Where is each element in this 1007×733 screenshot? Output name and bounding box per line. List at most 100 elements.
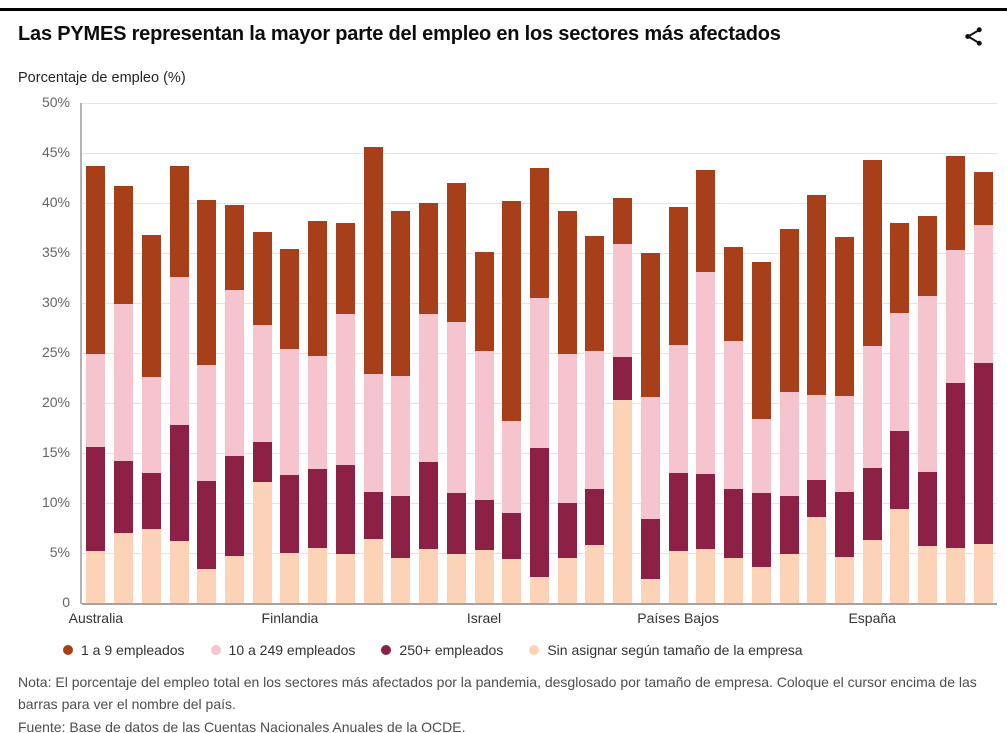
bar[interactable]	[474, 252, 494, 603]
bar-segment-250-mas	[280, 475, 300, 553]
bar-segment-10-249	[862, 346, 882, 468]
bar[interactable]	[252, 232, 272, 603]
bar-segment-1-9	[835, 237, 854, 396]
bar[interactable]	[668, 207, 688, 603]
bar[interactable]	[890, 223, 910, 603]
y-tick-label: 50%	[41, 94, 70, 110]
bar[interactable]	[335, 223, 355, 603]
bar-segment-10-249	[696, 272, 716, 474]
bar-segment-1-9	[419, 203, 439, 314]
bar-segment-250-mas	[141, 473, 161, 529]
bar-segment-250-mas	[169, 425, 189, 541]
bar[interactable]	[807, 195, 827, 603]
bar-segment-sin-asignar	[945, 548, 965, 603]
bar[interactable]	[419, 203, 439, 603]
bar[interactable]	[391, 211, 411, 603]
bar[interactable]	[86, 166, 106, 603]
bar-segment-10-249	[530, 298, 549, 448]
legend-item[interactable]: 10 a 249 empleados	[210, 642, 356, 658]
bar[interactable]	[779, 229, 799, 603]
bar[interactable]	[862, 160, 882, 603]
bar-segment-sin-asignar	[640, 579, 660, 603]
bar-segment-sin-asignar	[280, 553, 300, 603]
share-icon	[962, 27, 985, 51]
bar-segment-10-249	[779, 392, 799, 496]
bar-segment-250-mas	[945, 383, 965, 548]
bar[interactable]	[585, 236, 605, 603]
chart-note: Nota: El porcentaje del empleo total en …	[18, 674, 977, 712]
bar-segment-10-249	[918, 296, 938, 472]
y-tick-label: 40%	[41, 194, 70, 210]
bar-segment-1-9	[557, 211, 577, 354]
legend-item[interactable]: Sin asignar según tamaño de la empresa	[529, 642, 803, 658]
bar[interactable]	[973, 172, 993, 603]
bar-segment-250-mas	[86, 447, 106, 551]
legend-label: 10 a 249 empleados	[228, 642, 356, 658]
bar[interactable]	[724, 247, 744, 603]
bar-segment-10-249	[945, 250, 965, 383]
bar[interactable]	[530, 168, 549, 603]
y-tick-label: 5%	[49, 544, 70, 560]
bar-segment-250-mas	[502, 513, 522, 559]
bar[interactable]	[197, 200, 217, 603]
bar-segment-10-249	[391, 376, 411, 496]
bar[interactable]	[446, 183, 466, 603]
legend-item[interactable]: 1 a 9 empleados	[63, 642, 185, 658]
bar-segment-250-mas	[807, 480, 827, 517]
bar-segment-10-249	[114, 304, 134, 461]
x-axis-label: Australia	[68, 610, 124, 626]
bar[interactable]	[613, 198, 633, 603]
bar[interactable]	[114, 186, 134, 603]
bar-segment-10-249	[419, 314, 439, 462]
bar-segment-10-249	[973, 225, 993, 363]
bar-segment-250-mas	[252, 442, 272, 482]
bar-segment-10-249	[308, 356, 328, 469]
bar-segment-250-mas	[530, 448, 549, 577]
y-tick-label: 0	[62, 594, 70, 610]
y-tick-label: 10%	[41, 494, 70, 510]
bar[interactable]	[169, 166, 189, 603]
bar-segment-250-mas	[585, 489, 605, 545]
bar-segment-250-mas	[419, 462, 439, 549]
legend-item[interactable]: 250+ empleados	[381, 642, 503, 658]
bar-segment-1-9	[252, 232, 272, 325]
bar-segment-1-9	[945, 156, 965, 250]
bar[interactable]	[945, 156, 965, 603]
bar-segment-sin-asignar	[890, 509, 910, 603]
bar-segment-1-9	[114, 186, 134, 304]
bar[interactable]	[640, 253, 660, 603]
bar-segment-250-mas	[225, 456, 244, 556]
bar-segment-250-mas	[751, 493, 771, 567]
bar[interactable]	[141, 235, 161, 603]
y-tick-label: 30%	[41, 294, 70, 310]
bar-segment-10-249	[751, 419, 771, 493]
bar-segment-sin-asignar	[141, 529, 161, 603]
bar-segment-10-249	[613, 244, 633, 357]
bar-segment-sin-asignar	[862, 540, 882, 603]
bar[interactable]	[363, 147, 383, 603]
bar-segment-1-9	[225, 205, 244, 290]
bar-segment-1-9	[918, 216, 938, 296]
bar[interactable]	[696, 170, 716, 603]
bar-segment-250-mas	[973, 363, 993, 544]
bar-segment-1-9	[696, 170, 716, 272]
bar[interactable]	[918, 216, 938, 603]
bar-segment-250-mas	[197, 481, 217, 569]
bar[interactable]	[308, 221, 328, 603]
bar[interactable]	[502, 201, 522, 603]
bar[interactable]	[835, 237, 854, 603]
bar[interactable]	[751, 262, 771, 603]
bar-segment-1-9	[308, 221, 328, 356]
bar-segment-1-9	[169, 166, 189, 277]
bar[interactable]	[280, 249, 300, 603]
legend-label: 250+ empleados	[399, 642, 504, 658]
bar-segment-1-9	[668, 207, 688, 345]
bar[interactable]	[557, 211, 577, 603]
bar-segment-sin-asignar	[668, 551, 688, 603]
share-button[interactable]	[960, 23, 987, 53]
bar[interactable]	[225, 205, 244, 603]
x-axis-label: España	[848, 610, 896, 626]
bar-segment-sin-asignar	[557, 558, 577, 603]
source-link[interactable]: Base de datos de las Cuentas Nacionales …	[69, 719, 462, 733]
gridline	[82, 103, 997, 104]
